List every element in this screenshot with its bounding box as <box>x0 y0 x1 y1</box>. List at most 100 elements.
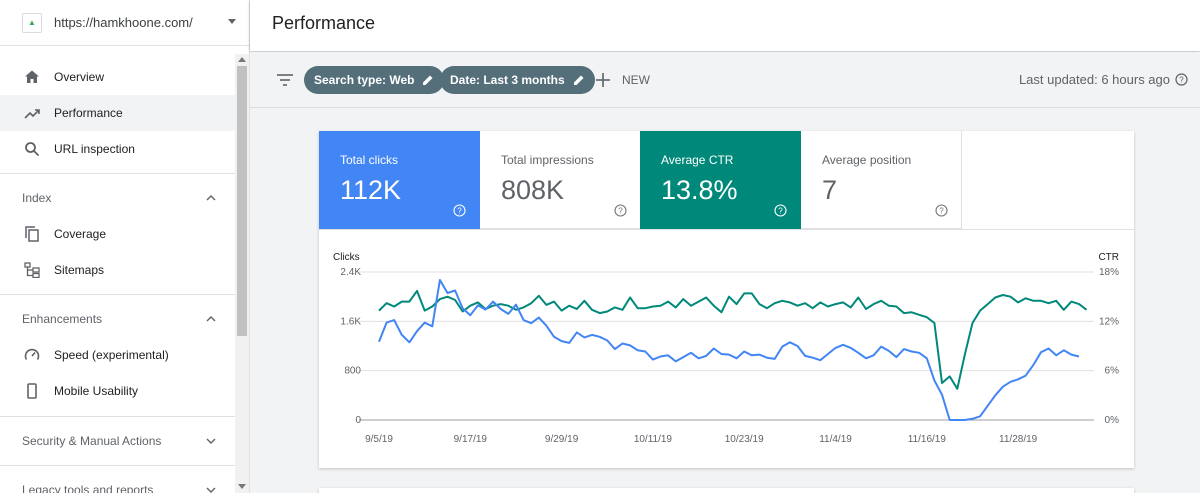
search-type-chip[interactable]: Search type: Web <box>304 66 445 94</box>
sidebar-item-overview[interactable]: Overview <box>0 59 235 95</box>
metric-average-position[interactable]: Average position 7 ? <box>801 131 962 229</box>
help-icon[interactable]: ? <box>935 204 948 217</box>
x-tick-label: 9/17/19 <box>454 434 488 445</box>
pencil-icon <box>573 75 584 85</box>
performance-chart: Clicks CTR 2.4K 18% 1.6K 12% 800 6% 0 0% 9/5/19 9… <box>333 252 1119 445</box>
svg-text:?: ? <box>618 207 623 216</box>
svg-text:?: ? <box>1179 76 1184 85</box>
help-icon[interactable]: ? <box>453 204 466 217</box>
section-index-header[interactable]: Index <box>0 180 235 216</box>
right-tick-label: 0% <box>1105 415 1120 426</box>
scroll-down-arrow-icon[interactable] <box>238 484 246 489</box>
metric-average-ctr[interactable]: Average CTR 13.8% ? <box>640 131 801 229</box>
trending-up-icon <box>23 104 41 122</box>
chevron-up-icon <box>206 316 216 322</box>
section-legacy-header[interactable]: Legacy tools and reports <box>0 472 235 493</box>
help-icon[interactable]: ? <box>1175 73 1188 86</box>
left-tick-label: 2.4K <box>340 267 361 278</box>
sidebar-item-label: Sitemaps <box>54 263 105 277</box>
metric-label: Average position <box>822 153 912 167</box>
sitemap-icon <box>23 261 41 279</box>
section-enhancements-header[interactable]: Enhancements <box>0 301 235 337</box>
filter-icon[interactable] <box>277 73 293 87</box>
chevron-down-icon <box>206 487 216 493</box>
right-tick-label: 6% <box>1105 366 1120 377</box>
sidebar-item-coverage[interactable]: Coverage <box>0 216 235 252</box>
sidebar-item-label: Overview <box>54 70 105 84</box>
section-title: Security & Manual Actions <box>22 434 162 448</box>
coverage-icon <box>23 225 41 243</box>
series-line-clicks <box>378 279 1080 421</box>
sidebar-item-performance[interactable]: Performance <box>0 95 235 131</box>
chevron-up-icon <box>206 195 216 201</box>
plus-icon <box>596 73 610 87</box>
new-label: NEW <box>622 73 650 87</box>
section-title: Index <box>22 191 52 205</box>
chart-tick-labels: 2.4K 18% 1.6K 12% 800 6% 0 0% 9/5/19 9/17/19 9/29/… <box>340 267 1119 445</box>
sidebar-item-url-inspection[interactable]: URL inspection <box>0 131 235 167</box>
x-tick-label: 10/23/19 <box>725 434 764 445</box>
left-tick-label: 800 <box>344 366 361 377</box>
metric-label: Total clicks <box>340 153 399 167</box>
metric-value: 808K <box>501 175 565 205</box>
section-security-header[interactable]: Security & Manual Actions <box>0 423 235 459</box>
metric-value: 7 <box>822 175 838 205</box>
left-tick-label: 1.6K <box>340 316 361 327</box>
help-icon[interactable]: ? <box>614 204 627 217</box>
sidebar-scrollbar-thumb[interactable] <box>237 66 247 336</box>
speedometer-icon <box>23 346 41 364</box>
sidebar: ▲ https://hamkhoone.com/ Overview Perfor… <box>0 0 250 493</box>
page-title: Performance <box>272 13 376 33</box>
chart-gridlines <box>359 271 1094 421</box>
mobile-icon <box>23 382 41 400</box>
section-title: Enhancements <box>22 312 103 326</box>
scroll-up-arrow-icon[interactable] <box>238 57 246 62</box>
metric-value: 112K <box>340 175 402 205</box>
sidebar-item-sitemaps[interactable]: Sitemaps <box>0 252 235 288</box>
x-tick-label: 10/11/19 <box>634 434 673 445</box>
chip-label: Search type: Web <box>314 73 415 87</box>
right-axis-title: CTR <box>1098 252 1119 263</box>
left-tick-label: 0 <box>355 415 361 426</box>
divider <box>0 294 235 295</box>
right-tick-label: 12% <box>1099 316 1119 327</box>
series-line-ctr <box>378 289 1088 390</box>
svg-text:?: ? <box>939 207 944 216</box>
date-chip[interactable]: Date: Last 3 months <box>440 66 595 94</box>
top-header: Performance <box>250 0 1200 51</box>
sidebar-item-speed[interactable]: Speed (experimental) <box>0 337 235 373</box>
home-icon <box>23 68 41 86</box>
new-filter-button[interactable]: NEW <box>596 70 650 90</box>
left-axis-title: Clicks <box>333 252 360 263</box>
chip-label: Date: Last 3 months <box>450 73 565 87</box>
metric-total-clicks[interactable]: Total clicks 112K ? <box>319 131 480 229</box>
sidebar-item-mobile-usability[interactable]: Mobile Usability <box>0 373 235 409</box>
sidebar-item-label: Performance <box>54 106 123 120</box>
x-tick-label: 11/28/19 <box>999 434 1038 445</box>
sidebar-item-label: Speed (experimental) <box>54 348 169 362</box>
performance-card: Total clicks 112K ? Total impressions 80… <box>319 131 1134 468</box>
pencil-icon <box>423 75 433 85</box>
search-icon <box>23 140 41 158</box>
x-tick-label: 9/5/19 <box>365 434 393 445</box>
next-card <box>319 488 1134 493</box>
property-url: https://hamkhoone.com/ <box>54 15 193 30</box>
chevron-down-icon <box>206 438 216 444</box>
dropdown-caret-icon <box>228 19 236 24</box>
x-tick-label: 9/29/19 <box>545 434 579 445</box>
sidebar-item-label: Coverage <box>54 227 107 241</box>
metric-value: 13.8% <box>661 175 738 205</box>
metric-label: Total impressions <box>501 153 594 167</box>
property-selector[interactable]: ▲ https://hamkhoone.com/ <box>0 0 249 46</box>
section-title: Legacy tools and reports <box>22 483 154 493</box>
x-tick-label: 11/16/19 <box>908 434 947 445</box>
metric-total-impressions[interactable]: Total impressions 808K ? <box>480 131 641 229</box>
filter-bar: Search type: Web Date: Last 3 months NEW… <box>250 52 1200 108</box>
last-updated-text: Last updated: 6 hours ago <box>1018 72 1170 87</box>
help-icon[interactable]: ? <box>774 204 787 217</box>
metric-label: Average CTR <box>661 153 734 167</box>
sidebar-item-label: Mobile Usability <box>54 384 139 398</box>
sidebar-item-label: URL inspection <box>54 142 135 156</box>
divider <box>0 465 235 466</box>
right-tick-label: 18% <box>1099 267 1119 278</box>
